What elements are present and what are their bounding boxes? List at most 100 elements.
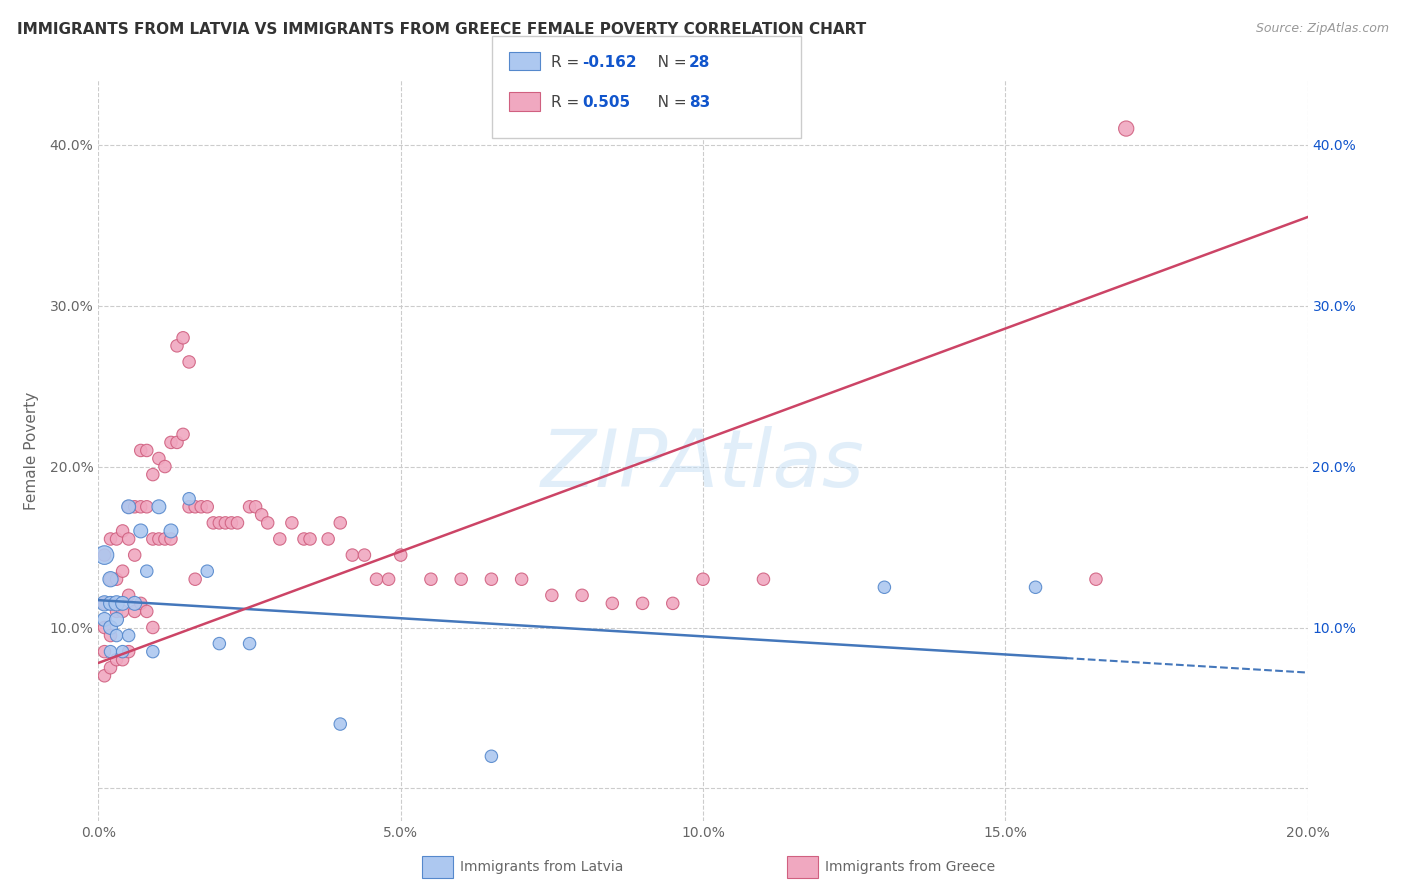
Text: IMMIGRANTS FROM LATVIA VS IMMIGRANTS FROM GREECE FEMALE POVERTY CORRELATION CHAR: IMMIGRANTS FROM LATVIA VS IMMIGRANTS FRO… [17, 22, 866, 37]
Point [366, 572, 388, 586]
Point [256, 516, 278, 530]
Point [135, 564, 157, 578]
Point [214, 516, 236, 530]
Point [540, 588, 562, 602]
Point [245, 500, 267, 514]
Point [105, 612, 128, 626]
Point [105, 532, 128, 546]
Point [135, 443, 157, 458]
Point [135, 500, 157, 514]
Point [179, 355, 201, 369]
Point [329, 717, 352, 731]
Point [873, 580, 896, 594]
Point [166, 435, 188, 450]
Point [118, 628, 141, 642]
Point [250, 508, 273, 522]
Point [105, 604, 128, 618]
Point [179, 500, 201, 514]
Point [184, 500, 207, 514]
Point [160, 524, 183, 538]
Point [100, 572, 122, 586]
Point [111, 524, 134, 538]
Point [184, 572, 207, 586]
Point [692, 572, 714, 586]
Point [450, 572, 472, 586]
Point [118, 588, 141, 602]
Point [510, 572, 533, 586]
Point [111, 645, 134, 659]
Point [172, 427, 194, 442]
Point [281, 516, 304, 530]
Point [329, 516, 352, 530]
Point [118, 500, 141, 514]
Point [93, 669, 115, 683]
Point [179, 491, 201, 506]
Text: ZIPAtlas: ZIPAtlas [541, 426, 865, 504]
Point [160, 532, 183, 546]
Text: Immigrants from Latvia: Immigrants from Latvia [460, 860, 623, 874]
Point [93, 548, 115, 562]
Point [93, 612, 115, 626]
Point [100, 596, 122, 610]
Point [195, 500, 218, 514]
Point [661, 596, 683, 610]
Point [124, 548, 146, 562]
Point [93, 596, 115, 610]
Point [105, 628, 128, 642]
Point [111, 653, 134, 667]
Point [299, 532, 322, 546]
Point [195, 564, 218, 578]
Point [226, 516, 249, 530]
Text: 0.505: 0.505 [582, 95, 630, 110]
Point [148, 451, 170, 466]
Point [353, 548, 375, 562]
Point [100, 572, 122, 586]
Point [602, 596, 624, 610]
Point [481, 749, 503, 764]
Point [129, 500, 152, 514]
Text: 83: 83 [689, 95, 710, 110]
Text: -0.162: -0.162 [582, 55, 637, 70]
Point [208, 637, 231, 651]
Point [100, 596, 122, 610]
Point [124, 500, 146, 514]
Point [129, 443, 152, 458]
Point [100, 661, 122, 675]
Point [100, 628, 122, 642]
Point [153, 459, 176, 474]
Point [752, 572, 775, 586]
Text: Immigrants from Greece: Immigrants from Greece [825, 860, 995, 874]
Point [239, 637, 262, 651]
Point [135, 604, 157, 618]
Text: N =: N = [643, 95, 690, 110]
Point [202, 516, 225, 530]
Point [100, 532, 122, 546]
Point [1024, 580, 1046, 594]
Point [292, 532, 315, 546]
Point [160, 435, 183, 450]
Point [208, 516, 231, 530]
Point [389, 548, 412, 562]
Point [118, 532, 141, 546]
Point [129, 524, 152, 538]
Point [118, 500, 141, 514]
Point [221, 516, 243, 530]
Point [129, 596, 152, 610]
Point [316, 532, 339, 546]
Point [93, 645, 115, 659]
Point [105, 596, 128, 610]
Point [100, 645, 122, 659]
Point [269, 532, 291, 546]
Point [142, 532, 165, 546]
Point [124, 596, 146, 610]
Point [190, 500, 212, 514]
Text: Source: ZipAtlas.com: Source: ZipAtlas.com [1256, 22, 1389, 36]
Point [571, 588, 593, 602]
Point [100, 620, 122, 634]
Point [111, 596, 134, 610]
Point [93, 596, 115, 610]
Point [93, 620, 115, 634]
Point [142, 645, 165, 659]
Point [239, 500, 262, 514]
Point [124, 604, 146, 618]
